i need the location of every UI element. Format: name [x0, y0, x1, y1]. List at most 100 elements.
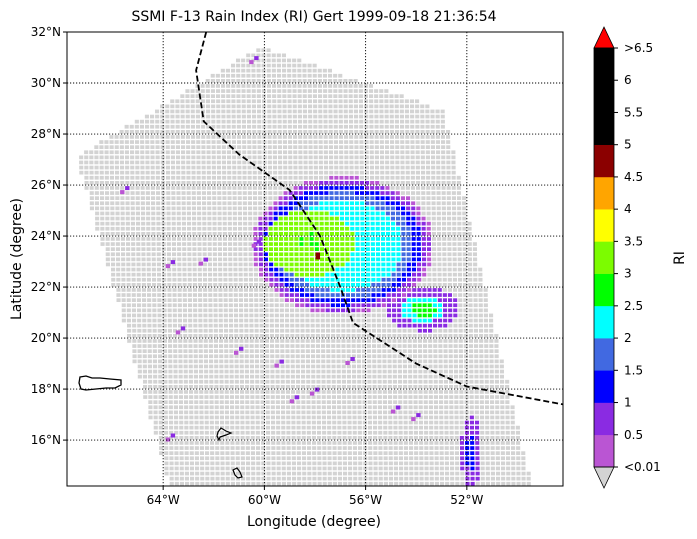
- pixel: [319, 247, 324, 251]
- pixel: [270, 379, 275, 384]
- pixel: [378, 430, 383, 435]
- pixel: [110, 257, 115, 262]
- pixel: [155, 175, 160, 180]
- pixel: [276, 415, 281, 420]
- pixel: [244, 344, 249, 348]
- pixel: [329, 160, 334, 165]
- pixel: [442, 272, 447, 277]
- pixel: [298, 201, 303, 206]
- pixel: [364, 124, 369, 129]
- pixel: [207, 211, 212, 216]
- pixel: [249, 323, 254, 328]
- pixel: [250, 400, 255, 404]
- pixel: [478, 272, 483, 277]
- pixel: [311, 369, 316, 374]
- pixel: [151, 211, 156, 216]
- pixel: [475, 436, 480, 440]
- pixel: [370, 170, 375, 175]
- pixel: [354, 186, 359, 190]
- pixel: [120, 175, 125, 180]
- pixel: [220, 68, 225, 73]
- pixel: [278, 160, 283, 165]
- pixel: [390, 201, 395, 206]
- pixel: [252, 150, 257, 155]
- pixel: [220, 425, 225, 430]
- pixel: [468, 339, 473, 343]
- pixel: [231, 114, 236, 119]
- pixel: [418, 390, 423, 394]
- pixel: [435, 109, 440, 114]
- pixel: [209, 400, 214, 404]
- pixel: [349, 191, 354, 195]
- pixel: [350, 277, 355, 282]
- pixel: [290, 323, 295, 328]
- pixel: [447, 272, 452, 277]
- pixel: [351, 349, 356, 353]
- pixel: [178, 349, 183, 353]
- pixel: [344, 170, 349, 175]
- pixel: [347, 395, 352, 399]
- pixel: [443, 339, 448, 343]
- pixel: [457, 226, 462, 231]
- pixel: [348, 84, 353, 88]
- pixel: [277, 99, 282, 104]
- pixel: [130, 150, 135, 155]
- pixel: [157, 323, 162, 328]
- pixel: [253, 221, 258, 226]
- pixel: [228, 277, 233, 282]
- pixel: [219, 379, 224, 384]
- pixel: [374, 150, 379, 155]
- pixel: [261, 48, 266, 53]
- pixel: [325, 318, 330, 323]
- pixel: [109, 175, 114, 180]
- pixel: [463, 339, 468, 343]
- pixel: [309, 216, 314, 221]
- pixel: [377, 395, 382, 399]
- pixel: [111, 277, 116, 282]
- pixel: [421, 226, 426, 231]
- pixel: [354, 155, 359, 160]
- pixel: [321, 374, 326, 379]
- pixel: [334, 150, 339, 155]
- pixel: [352, 374, 357, 379]
- pixel: [119, 130, 124, 134]
- pixel: [222, 206, 227, 211]
- pixel: [405, 191, 410, 195]
- pixel: [204, 390, 209, 394]
- pixel: [359, 155, 364, 160]
- pixel: [478, 308, 483, 313]
- pixel: [288, 155, 293, 160]
- pixel: [370, 226, 375, 231]
- pixel: [413, 425, 418, 430]
- pixel: [227, 232, 232, 236]
- pixel: [453, 359, 458, 364]
- pixel: [443, 369, 448, 374]
- pixel: [182, 293, 187, 297]
- pixel: [236, 84, 241, 88]
- pixel: [339, 196, 344, 200]
- pixel: [490, 430, 495, 435]
- pixel: [256, 84, 261, 88]
- pixel: [251, 53, 256, 58]
- pixel: [125, 201, 130, 206]
- pixel: [427, 247, 432, 251]
- pixel: [142, 339, 147, 343]
- pixel: [201, 165, 206, 170]
- pixel: [374, 145, 379, 149]
- pixel: [211, 160, 216, 165]
- pixel: [338, 89, 343, 93]
- pixel: [388, 410, 393, 415]
- pixel: [166, 191, 171, 195]
- pixel: [472, 242, 477, 246]
- pixel: [151, 196, 156, 200]
- pixel: [421, 206, 426, 211]
- pixel: [264, 298, 269, 302]
- pixel: [100, 237, 105, 241]
- pixel: [264, 313, 269, 318]
- pixel: [452, 272, 457, 277]
- pixel: [400, 155, 405, 160]
- pixel: [188, 318, 193, 323]
- pixel: [285, 349, 290, 353]
- pixel: [316, 400, 321, 404]
- pixel: [412, 308, 417, 313]
